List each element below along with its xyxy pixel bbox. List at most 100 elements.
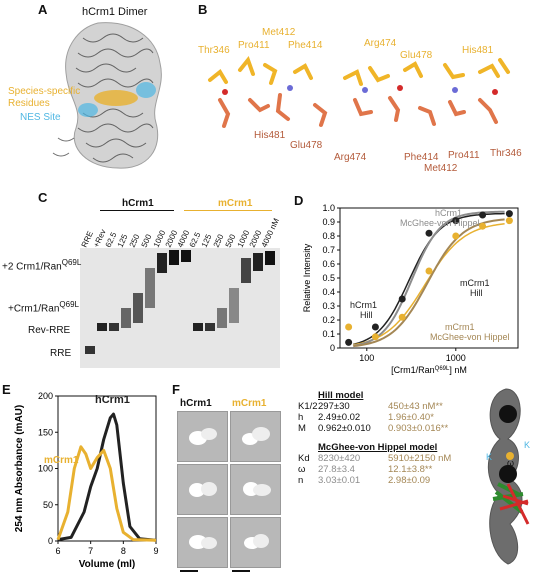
- x-tick-label: 7: [88, 546, 93, 556]
- micrograph-col-hcrm1: hCrm1: [180, 398, 212, 409]
- data-point-mCrm1: [479, 222, 487, 230]
- mvh-row-n: n 3.03±0.01 2.98±0.09: [298, 475, 431, 486]
- y-tick-label: 0.7: [322, 245, 335, 255]
- schematic-k-right: K: [524, 440, 531, 450]
- band-label-rev-rre: Rev-RRE: [28, 325, 71, 336]
- band-m-2000: [253, 253, 263, 271]
- mvh-model-title: McGhee-von Hippel model: [318, 442, 438, 453]
- annotation: McGhee-von Hippel: [400, 218, 480, 228]
- series-label-mcrm1: mCrm1: [44, 455, 79, 466]
- data-point-hCrm1: [452, 217, 460, 225]
- annotation: Hill: [470, 288, 483, 298]
- data-point-mCrm1: [505, 217, 513, 225]
- residue-glu478-bottom: Glu478: [290, 140, 323, 151]
- y-tick-label: 0.4: [322, 287, 335, 297]
- y-tick-label: 0: [330, 343, 335, 353]
- annotation: hCrm1: [435, 208, 462, 218]
- data-point-hCrm1: [345, 338, 353, 346]
- annotation: Hill: [360, 310, 373, 320]
- schematic-omega: ω: [507, 458, 515, 468]
- panel-f-letter: F: [172, 382, 180, 397]
- series-line-mCrm1: [56, 445, 157, 542]
- lane-label: 500: [140, 232, 154, 248]
- residue-met412-top: Met412: [262, 27, 296, 38]
- panel-a-title: hCrm1 Dimer: [82, 6, 148, 18]
- series-label-hcrm1: hCrm1: [95, 394, 130, 406]
- residue-phe414-top: Phe414: [288, 40, 323, 51]
- data-point-mCrm1: [371, 333, 379, 341]
- y-tick-label: 0.1: [322, 329, 335, 339]
- micrograph-m-3: [230, 517, 281, 568]
- band-rre-lane: [85, 346, 95, 354]
- data-point-mCrm1: [398, 313, 406, 321]
- nes-site-label: NES Site: [20, 112, 61, 123]
- plot-frame: [57, 395, 157, 542]
- panel-e-letter: E: [2, 382, 11, 397]
- gel-group-hcrm1: hCrm1: [122, 198, 154, 209]
- fit-curve-3: [353, 218, 505, 348]
- data-point-hCrm1: [425, 229, 433, 237]
- binding-schematic: [487, 388, 530, 565]
- x-axis-label-sup: Q69L: [435, 366, 450, 372]
- hill-row-m: M 0.962±0.010 0.903±0.016**: [298, 423, 449, 434]
- binding-curve-chart: 0 0.1 0.2 0.3 0.4 0.5 0.6 0.7 0.8 0.9 1.0 100 1000 [C…: [302, 203, 519, 375]
- micrograph-h-3: [177, 517, 228, 568]
- residue-pro411-bottom: Pro411: [448, 150, 480, 161]
- band-revrre-rev: [97, 323, 107, 331]
- annotation: mCrm1: [445, 322, 475, 332]
- x-axis-label: Volume (ml): [79, 559, 135, 570]
- y-tick-label: 0.2: [322, 315, 335, 325]
- micrograph-h-1: [177, 411, 228, 462]
- y-tick-label: 0.9: [322, 217, 335, 227]
- band-h-1000: [157, 253, 167, 273]
- series-line-hCrm1: [57, 412, 157, 542]
- annotation: mCrm1: [460, 278, 490, 288]
- x-tick-label: 100: [359, 353, 374, 363]
- y-tick-label: 0.3: [322, 301, 335, 311]
- data-point-mCrm1: [345, 323, 353, 331]
- residue-arg474-bottom: Arg474: [334, 152, 367, 163]
- y-tick-label: 1.0: [322, 203, 335, 213]
- micrograph-m-2: [230, 464, 281, 515]
- band-h-500: [145, 268, 155, 308]
- band-m-250: [217, 308, 227, 328]
- band-h-125: [121, 308, 131, 328]
- lane-label: 500: [224, 232, 238, 248]
- crm1-dimer-structure: [52, 22, 162, 169]
- micrograph-col-mcrm1: mCrm1: [232, 398, 267, 409]
- residue-his481-top: His481: [462, 45, 494, 56]
- scale-bar-h: [180, 570, 198, 572]
- gel-group-line-h: [100, 210, 174, 211]
- band-m-4000: [265, 251, 275, 265]
- data-point-mCrm1: [425, 267, 433, 275]
- x-tick-label: 8: [121, 546, 126, 556]
- annotation: hCrm1: [350, 300, 377, 310]
- data-point-hCrm1: [479, 211, 487, 219]
- hill-row-k: K1/2 297±30 450±43 nM**: [298, 401, 443, 412]
- band-m-1000: [241, 258, 251, 283]
- panel-c-letter: C: [38, 190, 48, 205]
- hill-model-title: Hill model: [318, 390, 364, 401]
- residue-structure: [208, 55, 510, 128]
- data-point-hCrm1: [371, 323, 379, 331]
- residue-his481-bottom: His481: [254, 130, 286, 141]
- band-m-500: [229, 288, 239, 323]
- micrograph-m-1: [230, 411, 281, 462]
- data-point-mCrm1: [452, 232, 460, 240]
- gel-group-line-m: [184, 210, 272, 211]
- y-tick-label: 0.5: [322, 273, 335, 283]
- residue-thr346-top: Thr346: [198, 45, 230, 56]
- gel-lane-labels: RRE+Rev62.512525050010002000400062.51252…: [80, 217, 281, 249]
- gel-group-mcrm1: mCrm1: [218, 198, 253, 209]
- mvh-row-omega: ω 27.8±3.4 12.1±3.8**: [298, 464, 433, 475]
- band-h-250: [133, 293, 143, 323]
- lane-label: 250: [212, 232, 226, 248]
- panel-b-letter: B: [198, 2, 208, 17]
- schematic-k-left: K: [486, 452, 493, 462]
- annotation: McGhee-von Hippel: [430, 332, 510, 342]
- residue-phe414-bottom: Phe414: [404, 152, 439, 163]
- band-label-rre: RRE: [50, 348, 72, 359]
- data-point-hCrm1: [505, 210, 513, 218]
- y-tick-label: 100: [38, 464, 53, 474]
- scale-bar-m: [232, 570, 250, 572]
